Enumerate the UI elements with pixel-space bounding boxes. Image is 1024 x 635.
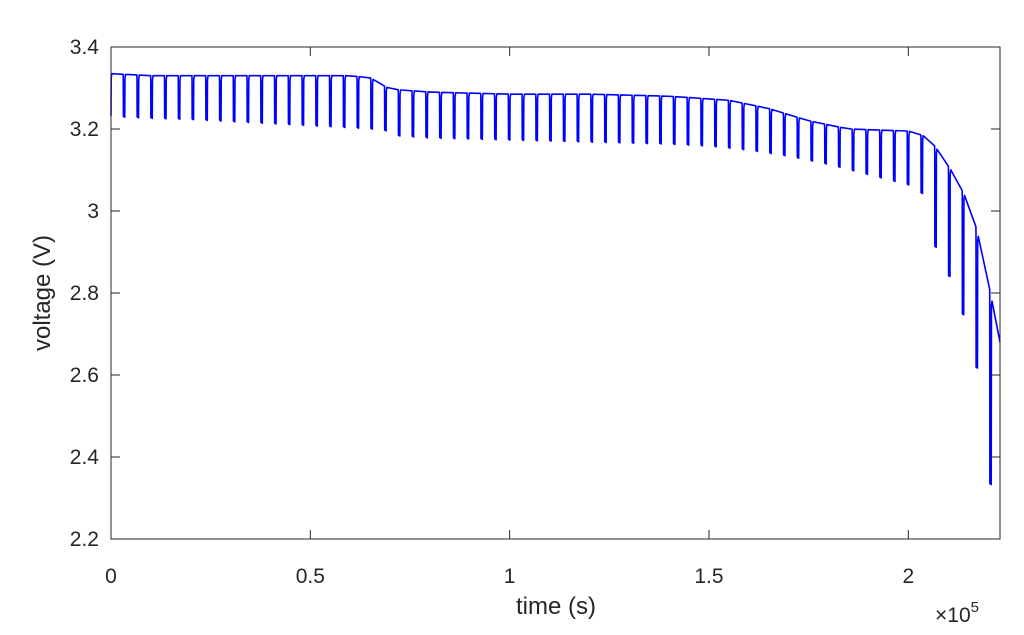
y-axis-label: voltage (V) xyxy=(29,235,56,351)
data-line-group xyxy=(110,72,1001,486)
voltage-series-line xyxy=(110,72,1001,486)
x-tick-label: 0 xyxy=(105,565,117,588)
y-tick-label: 3.4 xyxy=(70,36,100,59)
tick-group: 0 0.5 1 1.5 2 2.2 2.4 2.6 2.8 3 3.2 3.4 xyxy=(70,36,1000,588)
x-tick-label: 0.5 xyxy=(296,565,325,588)
y-tick-label: 3 xyxy=(87,200,99,223)
x-exponent-base: ×10 xyxy=(935,604,971,627)
y-tick-label: 2.6 xyxy=(70,364,99,387)
y-tick-label: 2.2 xyxy=(70,528,99,551)
x-tick-label: 1.5 xyxy=(694,565,723,588)
y-tick-label: 2.4 xyxy=(70,446,100,469)
x-exponent-power: 5 xyxy=(971,599,979,616)
x-tick-label: 1 xyxy=(504,565,516,588)
x-tick-label: 2 xyxy=(902,565,914,588)
y-tick-label: 2.8 xyxy=(70,282,99,305)
x-axis-exponent: ×105 xyxy=(935,599,979,627)
x-axis-label: time (s) xyxy=(516,593,596,620)
y-tick-label: 3.2 xyxy=(70,118,99,141)
